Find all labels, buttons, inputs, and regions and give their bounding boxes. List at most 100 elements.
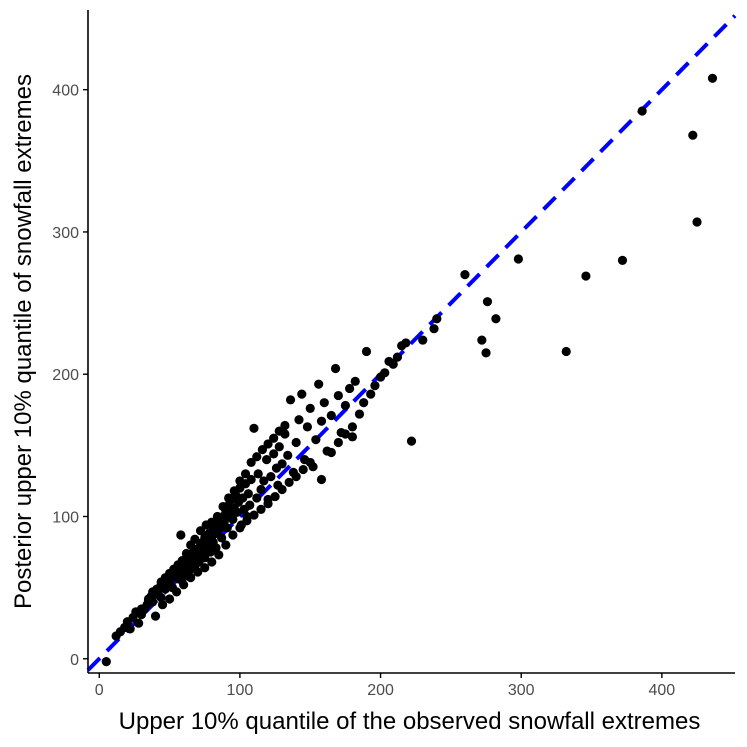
ticks-layer: 0 100 200 300 400 0 100 200 300 400	[52, 83, 675, 699]
data-point	[274, 426, 284, 436]
data-point	[283, 450, 293, 460]
data-point	[270, 491, 280, 502]
data-point	[246, 457, 256, 468]
data-point	[256, 504, 266, 514]
data-point	[316, 416, 327, 426]
data-point	[164, 594, 175, 604]
data-point	[291, 437, 301, 448]
data-point	[388, 359, 398, 369]
data-point	[193, 567, 203, 577]
data-point	[157, 600, 168, 610]
data-point	[274, 442, 284, 452]
data-point	[305, 403, 315, 413]
data-point	[246, 474, 256, 485]
data-point	[136, 604, 147, 614]
data-point	[513, 254, 523, 264]
data-point	[330, 363, 341, 374]
data-point	[262, 454, 272, 465]
data-point	[333, 437, 343, 448]
data-point	[460, 270, 470, 280]
data-point	[256, 484, 266, 495]
data-point	[143, 594, 154, 604]
data-point	[401, 338, 411, 348]
data-point	[269, 449, 279, 459]
x-tick-label: 400	[649, 682, 676, 699]
data-point	[221, 540, 231, 550]
data-point	[297, 389, 307, 399]
data-point	[392, 352, 403, 362]
data-point	[228, 530, 238, 540]
data-point	[243, 489, 253, 499]
data-point	[195, 526, 206, 536]
data-point	[152, 584, 162, 594]
x-tick-label: 300	[508, 682, 535, 699]
data-point	[380, 368, 390, 378]
data-point	[326, 410, 336, 421]
data-point	[242, 516, 252, 526]
y-tick-label: 0	[70, 652, 79, 669]
y-tick-label: 200	[52, 367, 79, 384]
data-point	[347, 432, 358, 442]
data-point	[249, 423, 259, 433]
data-point	[314, 379, 324, 389]
data-point	[150, 611, 161, 621]
data-point	[200, 553, 210, 563]
data-point	[482, 297, 493, 307]
data-point	[429, 324, 439, 334]
data-point	[266, 472, 276, 482]
data-point	[692, 217, 702, 227]
x-tick-label: 200	[367, 682, 394, 699]
data-point	[370, 381, 380, 391]
data-point	[240, 469, 251, 479]
y-tick-label: 400	[52, 83, 79, 100]
data-point	[707, 73, 718, 83]
data-point	[214, 550, 224, 560]
data-point	[249, 510, 259, 520]
points-layer	[101, 73, 718, 667]
data-point	[218, 501, 228, 512]
data-point	[172, 587, 182, 597]
data-point	[217, 533, 227, 543]
data-point	[347, 422, 358, 432]
data-point	[354, 409, 365, 419]
data-point	[207, 557, 217, 567]
data-point	[477, 335, 487, 345]
data-point	[186, 573, 196, 583]
data-point	[350, 376, 360, 386]
data-point	[277, 484, 287, 495]
data-point	[361, 346, 372, 357]
data-point	[224, 493, 234, 503]
data-point	[366, 389, 376, 399]
data-point	[211, 543, 221, 553]
data-point	[688, 130, 698, 140]
data-point	[252, 452, 262, 462]
data-point	[284, 477, 294, 487]
data-point	[326, 447, 336, 458]
data-point	[235, 476, 245, 486]
data-point	[294, 415, 304, 425]
axes-layer	[87, 10, 735, 674]
data-point	[134, 618, 144, 628]
data-point	[263, 499, 273, 509]
x-axis-title: Upper 10% quantile of the observed snowf…	[119, 708, 701, 735]
data-point	[617, 255, 628, 266]
data-point	[176, 530, 186, 540]
data-point	[225, 506, 235, 516]
data-point	[125, 624, 135, 634]
data-point	[200, 563, 210, 573]
data-point	[319, 398, 329, 408]
data-point	[235, 523, 245, 533]
data-point	[561, 346, 571, 357]
data-point	[359, 398, 369, 408]
data-point	[311, 435, 321, 445]
x-tick-label: 100	[227, 682, 254, 699]
data-point	[581, 271, 591, 281]
y-tick-label: 300	[52, 225, 79, 242]
data-point	[228, 514, 238, 524]
data-point	[257, 445, 268, 455]
reference-line-layer	[86, 14, 737, 672]
reference-line	[86, 14, 737, 672]
data-point	[340, 429, 350, 439]
data-point	[333, 390, 343, 401]
data-point	[406, 436, 417, 446]
